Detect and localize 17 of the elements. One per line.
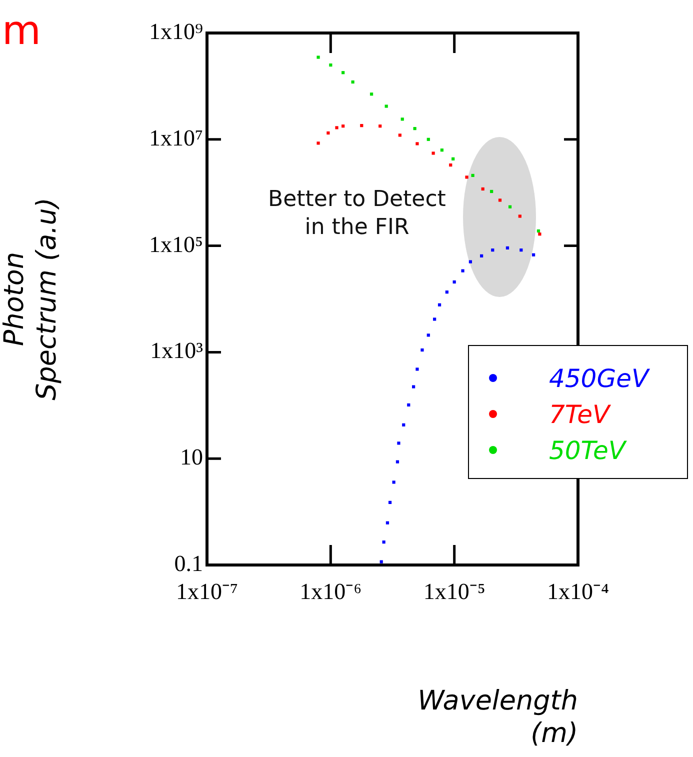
x-tick-label: 1x10⁻⁵	[423, 578, 486, 604]
x-tick-label: 1x10⁻⁷	[176, 578, 238, 604]
annotation: Better to Detect in the FIR	[267, 186, 447, 241]
x-tick-label: 1x10⁻⁶	[300, 578, 362, 604]
text: m	[2, 8, 41, 54]
legend-label: 7TeV	[549, 400, 610, 428]
x-tick-label: 1x10⁻⁴	[546, 578, 610, 604]
y-tick-label: 10	[180, 444, 203, 470]
y-axis-title: Photon Spectrum (a.u)	[0, 198, 63, 400]
y-tick-label: 1x10⁹	[148, 19, 203, 44]
y-tick-label: 1x10³	[150, 338, 204, 364]
y-tick-label: 0.1	[174, 551, 203, 576]
x-axis-title: Wavelength (m)	[418, 685, 578, 749]
y-tick-label: 1x10⁵	[148, 232, 203, 257]
y-tick-label: 1x10⁷	[148, 125, 203, 150]
legend-label: 450GeV	[549, 364, 649, 392]
legend-label: 50TeV	[549, 436, 626, 464]
